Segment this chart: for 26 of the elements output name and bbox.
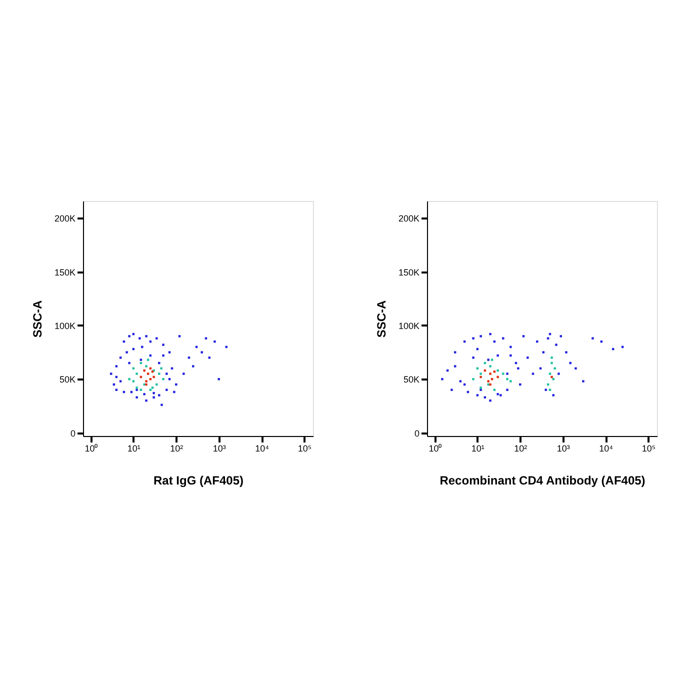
x-tick-label: 10¹ — [471, 444, 484, 454]
x-tick-label: 10⁴ — [255, 444, 270, 454]
y-tick-label: 50K — [59, 374, 76, 385]
x-tick-label: 10⁵ — [298, 444, 312, 454]
x-tick-label: 10⁰ — [428, 444, 442, 454]
y-tick-label: 0 — [70, 428, 76, 438]
y-tick-label: 200K — [54, 214, 76, 224]
x-tick-label: 10⁴ — [599, 444, 614, 454]
y-tick-label: 0 — [414, 428, 420, 438]
y-tick-label: 100K — [54, 320, 76, 331]
x-tick-label: 10⁵ — [642, 444, 656, 454]
y-axis-title: SSC-A — [30, 300, 44, 338]
x-axis-title: Rat IgG (AF405) — [153, 474, 244, 488]
x-tick-label: 10³ — [556, 444, 570, 454]
x-axis-title: Recombinant CD4 Antibody (AF405) — [440, 474, 646, 488]
y-tick-label: 100K — [398, 320, 420, 331]
y-tick-label: 150K — [54, 267, 76, 278]
y-tick-label: 200K — [398, 214, 420, 224]
y-axis-title: SSC-A — [374, 300, 388, 338]
x-tick-label: 10² — [170, 444, 184, 454]
x-tick-label: 10² — [514, 444, 528, 454]
x-tick-label: 10¹ — [127, 444, 140, 454]
y-tick-label: 50K — [403, 374, 420, 385]
x-tick-label: 10⁰ — [84, 444, 98, 454]
x-tick-label: 10³ — [212, 444, 226, 454]
y-tick-label: 150K — [398, 267, 420, 278]
